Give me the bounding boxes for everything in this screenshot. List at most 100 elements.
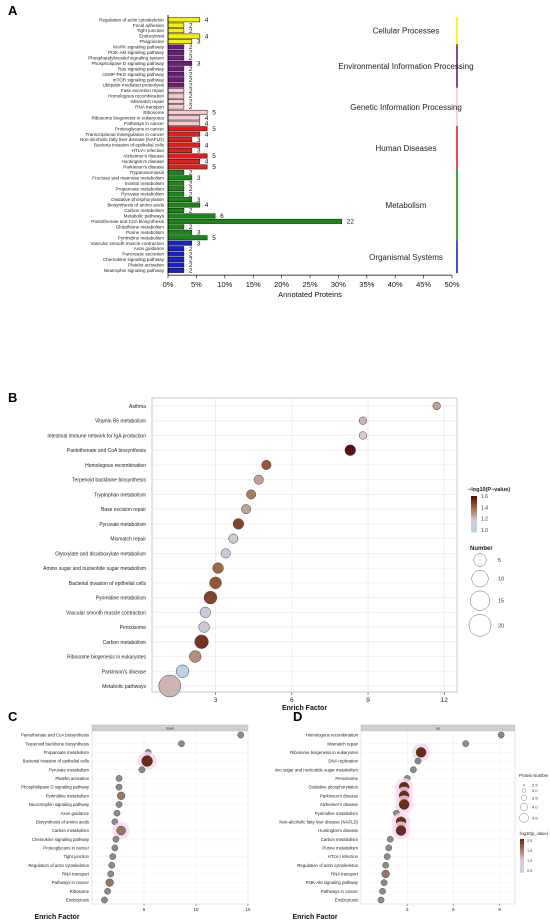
color-legend-tick: 1.5 (527, 849, 532, 853)
bubble (344, 444, 356, 456)
x-tick-label: 25% (302, 280, 317, 289)
bar-count-label: 2 (189, 22, 193, 29)
color-legend-swatch (471, 506, 477, 509)
category-label: Pantothenate and CoA biosynthesis (67, 448, 147, 454)
bar-count-label: 2 (189, 180, 193, 187)
bar (167, 191, 185, 197)
bar-label: Non-alcoholic fatty liver disease (NAFLD… (80, 137, 164, 142)
category-label: Purine metabolism (322, 845, 358, 850)
bar (167, 104, 185, 110)
bar-label: Chemokine signaling pathway (103, 257, 165, 262)
bar-label: Phosphatidylinositol signaling system (88, 55, 164, 60)
color-legend-swatch (471, 516, 477, 519)
size-legend-label: 4.5 (532, 815, 538, 820)
color-legend-swatch (520, 855, 524, 859)
category-label: Propanoate metabolism (44, 750, 90, 755)
x-tick-label: 15 (245, 907, 251, 912)
size-legend-circle (519, 813, 529, 823)
category-label: Non-alcoholic fatty liver disease (NAFLD… (279, 819, 358, 824)
category-label: Bacterial invasion of epithelial cells (69, 581, 147, 587)
bubble (386, 835, 394, 843)
bar-count-label: 2 (189, 224, 193, 231)
bubble (462, 740, 470, 747)
category-label: RNA transport (62, 872, 90, 877)
bar-label: RNA transport (135, 105, 165, 110)
bubble (158, 674, 182, 698)
color-legend-swatch (520, 858, 524, 861)
bar (167, 262, 185, 268)
bar (167, 164, 208, 170)
panel-label: D (293, 709, 302, 724)
color-legend-swatch (520, 865, 524, 868)
category-label: DNA replication (328, 759, 358, 764)
size-legend-title: Number (470, 546, 493, 552)
bubble (398, 799, 410, 810)
x-tick-label: 12 (441, 697, 449, 704)
bar (167, 186, 185, 192)
bubble (189, 650, 202, 663)
bar-label: cGMP-PKG signaling pathway (102, 72, 164, 77)
bar (167, 137, 193, 143)
x-tick-label: 6 (290, 697, 294, 704)
bubble (497, 731, 505, 739)
group-label: Organismal Systems (369, 253, 443, 262)
color-legend-tick: 1.0 (527, 859, 532, 863)
color-legend-swatch (520, 851, 524, 854)
bubble (415, 747, 427, 758)
bar-label: Huntington's disease (121, 159, 164, 164)
bar (167, 175, 193, 181)
category-label: Ribosome biogenesis in eukaryotes (67, 655, 146, 661)
bubble (212, 562, 224, 574)
bar-count-label: 4 (205, 17, 209, 24)
category-label: Biosynthesis of amino acids (36, 819, 89, 824)
x-tick-label: 3 (406, 907, 409, 912)
category-label: Regulation of actin cytoskeleton (28, 863, 89, 868)
bubble (116, 825, 126, 836)
bar-label: Endocytosis (139, 34, 164, 39)
category-label: Homologous recombination (306, 733, 359, 738)
bar-label: Regulation of actin cytoskeleton (99, 17, 164, 22)
bar-count-label: 22 (347, 219, 355, 226)
category-label: Tryptophan metabolism (94, 492, 146, 498)
bubble (385, 844, 393, 852)
color-legend-swatch (471, 530, 477, 533)
bubble (253, 474, 264, 485)
category-label: Pyrimidine metabolism (96, 596, 146, 602)
panel-label-b: B (8, 390, 17, 405)
bar (167, 229, 193, 235)
size-legend-circle (521, 788, 527, 793)
color-legend-tick: 0.5 (527, 869, 532, 873)
bar (167, 142, 201, 148)
bubble (115, 775, 123, 782)
color-legend-tick: 1.6 (481, 494, 488, 500)
color-legend-swatch (471, 504, 477, 507)
bar-label: PI3K-Akt signaling pathway (108, 50, 165, 55)
bubble (109, 853, 117, 860)
category-label: HTLV-I infection (328, 854, 359, 859)
group-label: Cellular Processes (373, 27, 440, 36)
bar-count-label: 2 (189, 262, 193, 269)
chart-d: Dup Homologous recombination Mismatch repa… (275, 709, 549, 921)
category-label: Pathways in cancer (52, 880, 90, 885)
color-legend-swatch (520, 839, 524, 842)
bubble (379, 888, 386, 895)
bar-label: Propanoate metabolism (115, 186, 164, 191)
color-legend-tick: 1.2 (481, 517, 488, 523)
bar (167, 77, 185, 83)
category-label: Proteoglycans in cancer (43, 845, 89, 850)
x-tick-label: 9 (366, 697, 370, 704)
category-label: Phospholipase D signaling pathway (21, 785, 90, 790)
bubble (395, 825, 407, 836)
category-label: Parkinson's disease (320, 793, 359, 798)
bar (167, 44, 185, 50)
color-legend-swatch (471, 508, 477, 511)
size-legend-label: 20 (498, 623, 504, 629)
category-label: Vitamin B6 metabolism (95, 419, 146, 425)
bubble (194, 634, 209, 649)
bar-label: MAPK signaling pathway (113, 45, 165, 50)
bubble (178, 740, 185, 747)
group-label: Environmental Information Processing (338, 62, 473, 71)
chart-b: B Asthma Vitamin B6 metabolism Intestinal i… (8, 390, 510, 710)
color-legend-swatch (471, 518, 477, 521)
color-legend-tick: 1.0 (481, 528, 488, 534)
